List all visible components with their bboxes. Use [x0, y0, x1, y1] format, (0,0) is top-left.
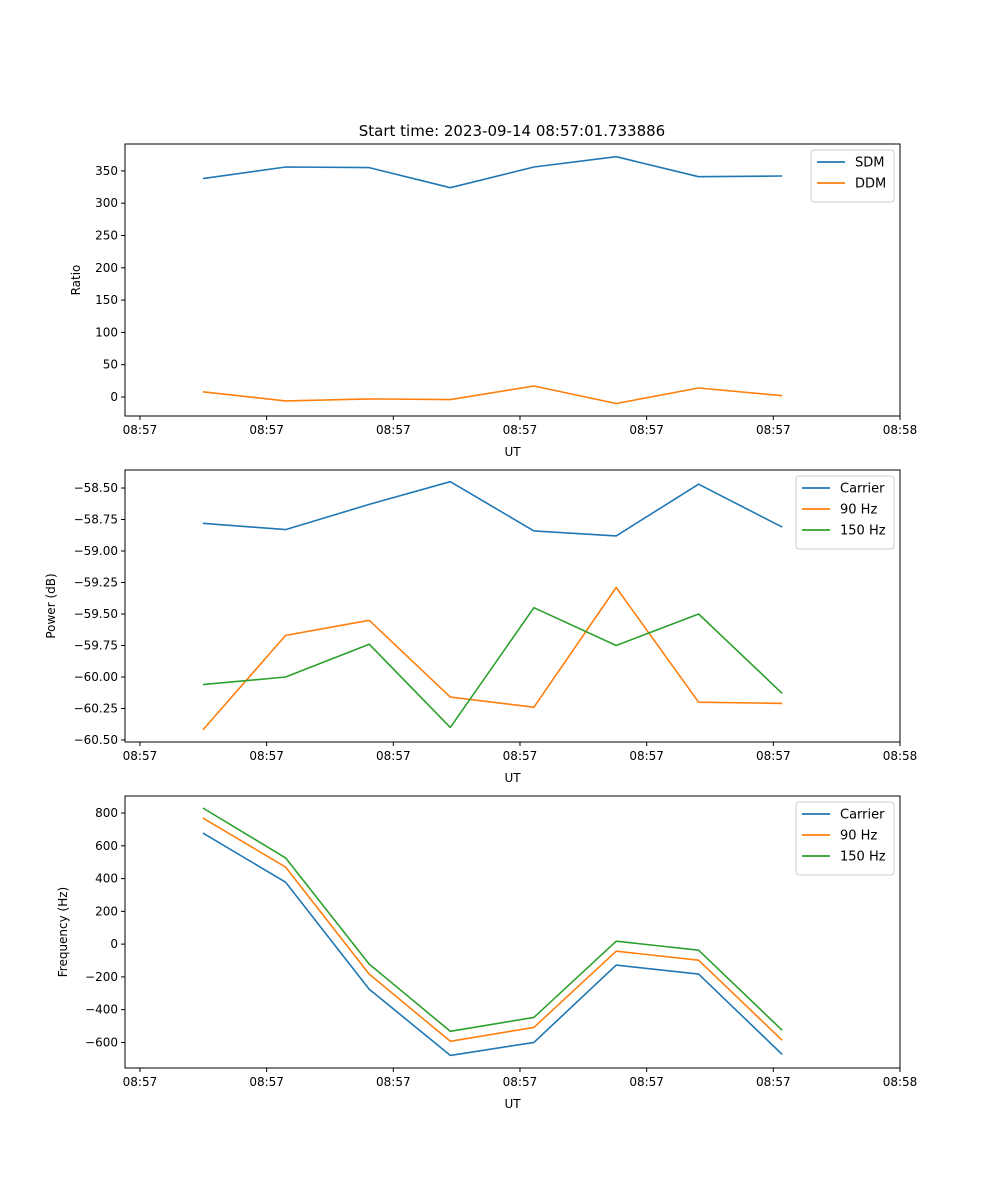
- series-line-150-hz: [202, 807, 783, 1033]
- series-line-carrier: [202, 832, 783, 1057]
- y-tick-label: −58.75: [74, 513, 118, 527]
- series-line-sdm: [202, 155, 783, 189]
- legend-label: Carrier: [840, 482, 885, 497]
- y-tick-label: −60.00: [74, 670, 118, 684]
- y-tick-label: −60.50: [74, 733, 118, 747]
- series-line-90-hz: [202, 586, 783, 731]
- y-tick-label: 200: [95, 904, 118, 918]
- y-axis-label: Frequency (Hz): [56, 887, 70, 978]
- y-tick-label: 150: [95, 293, 118, 307]
- x-tick-label: 08:57: [123, 749, 158, 763]
- axes-frame: [124, 795, 901, 1069]
- y-tick-label: 0: [110, 390, 118, 404]
- x-tick-label: 08:57: [249, 423, 284, 437]
- subplot-2: 08:57 08:57 08:57 08:57 08:57 08:57 08:58 UT −58…: [44, 469, 918, 785]
- legend: Carrier 90 Hz 150 Hz: [795, 475, 895, 550]
- legend-label: 150 Hz: [840, 524, 886, 539]
- y-tick-label: −59.75: [74, 638, 118, 652]
- y-tick-label: 250: [95, 228, 118, 242]
- legend-label: 90 Hz: [840, 503, 877, 518]
- y-tick-label: 400: [95, 872, 118, 886]
- series-line-ddm: [202, 385, 783, 405]
- x-tick-label: 08:58: [883, 749, 918, 763]
- subplot-1: 08:57 08:57 08:57 08:57 08:57 08:57 08:58 UT 0 50…: [69, 143, 918, 459]
- x-tick-label: 08:57: [123, 423, 158, 437]
- x-tick-label: 08:57: [503, 1075, 538, 1089]
- x-tick-label: 08:57: [756, 1075, 791, 1089]
- y-tick-label: 100: [95, 325, 118, 339]
- legend: SDM DDM: [810, 149, 895, 203]
- y-axis-label: Ratio: [69, 265, 83, 296]
- y-tick-label: −200: [85, 970, 118, 984]
- x-tick-label: 08:57: [503, 423, 538, 437]
- x-axis-label: UT: [504, 1097, 521, 1111]
- x-tick-label: 08:58: [883, 1075, 918, 1089]
- y-axis-label: Power (dB): [44, 573, 58, 638]
- y-tick-label: −400: [85, 1003, 118, 1017]
- x-tick-label: 08:57: [756, 423, 791, 437]
- x-axis-label: UT: [504, 771, 521, 785]
- axes-frame: [124, 469, 901, 743]
- x-axis-label: UT: [504, 445, 521, 459]
- x-tick-label: 08:57: [376, 1075, 411, 1089]
- y-tick-label: 50: [103, 358, 118, 372]
- x-tick-label: 08:57: [376, 423, 411, 437]
- x-tick-label: 08:58: [883, 423, 918, 437]
- axes-frame: [124, 143, 901, 417]
- x-tick-label: 08:57: [756, 749, 791, 763]
- y-tick-label: 300: [95, 196, 118, 210]
- y-tick-label: 800: [95, 806, 118, 820]
- series-line-carrier: [202, 480, 783, 537]
- y-tick-label: 350: [95, 164, 118, 178]
- y-tick-label: 600: [95, 839, 118, 853]
- y-tick-label: −59.00: [74, 544, 118, 558]
- y-tick-label: −60.25: [74, 701, 118, 715]
- legend-box: [810, 149, 895, 203]
- legend-label: 150 Hz: [840, 850, 886, 865]
- chart-title: Start time: 2023-09-14 08:57:01.733886: [359, 122, 665, 140]
- x-tick-label: 08:57: [629, 423, 664, 437]
- legend-label: DDM: [855, 177, 886, 192]
- legend: Carrier 90 Hz 150 Hz: [795, 801, 895, 876]
- y-tick-label: −58.50: [74, 481, 118, 495]
- x-tick-label: 08:57: [629, 749, 664, 763]
- x-tick-label: 08:57: [123, 1075, 158, 1089]
- x-tick-label: 08:57: [249, 1075, 284, 1089]
- x-tick-label: 08:57: [629, 1075, 664, 1089]
- y-tick-label: −59.25: [74, 576, 118, 590]
- series-line-90-hz: [202, 817, 783, 1043]
- y-tick-label: −600: [85, 1035, 118, 1049]
- legend-label: Carrier: [840, 808, 885, 823]
- legend-label: SDM: [855, 156, 884, 171]
- x-tick-label: 08:57: [249, 749, 284, 763]
- subplot-3: 08:57 08:57 08:57 08:57 08:57 08:57 08:58 UT 800…: [56, 795, 918, 1111]
- y-tick-label: 200: [95, 261, 118, 275]
- x-tick-label: 08:57: [376, 749, 411, 763]
- y-tick-label: 0: [110, 937, 118, 951]
- x-tick-label: 08:57: [503, 749, 538, 763]
- y-tick-label: −59.50: [74, 607, 118, 621]
- legend-label: 90 Hz: [840, 829, 877, 844]
- series-line-150-hz: [202, 606, 783, 729]
